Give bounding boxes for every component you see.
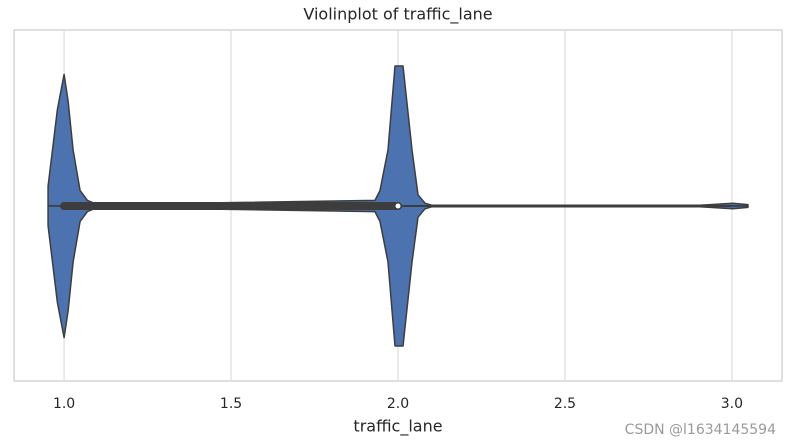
x-axis-label: traffic_lane: [353, 417, 442, 437]
x-tick-label: 1.0: [53, 396, 75, 412]
median: [395, 203, 401, 209]
chart-title: Violinplot of traffic_lane: [303, 5, 492, 25]
violin-half: [47, 205, 749, 347]
x-tick-label: 3.0: [721, 396, 743, 412]
watermark: CSDN @l1634145594: [625, 422, 776, 438]
x-tick-label: 2.0: [387, 396, 409, 412]
violin-half: [47, 65, 749, 207]
x-tick-label: 1.5: [220, 396, 242, 412]
x-tick-label: 2.5: [554, 396, 576, 412]
